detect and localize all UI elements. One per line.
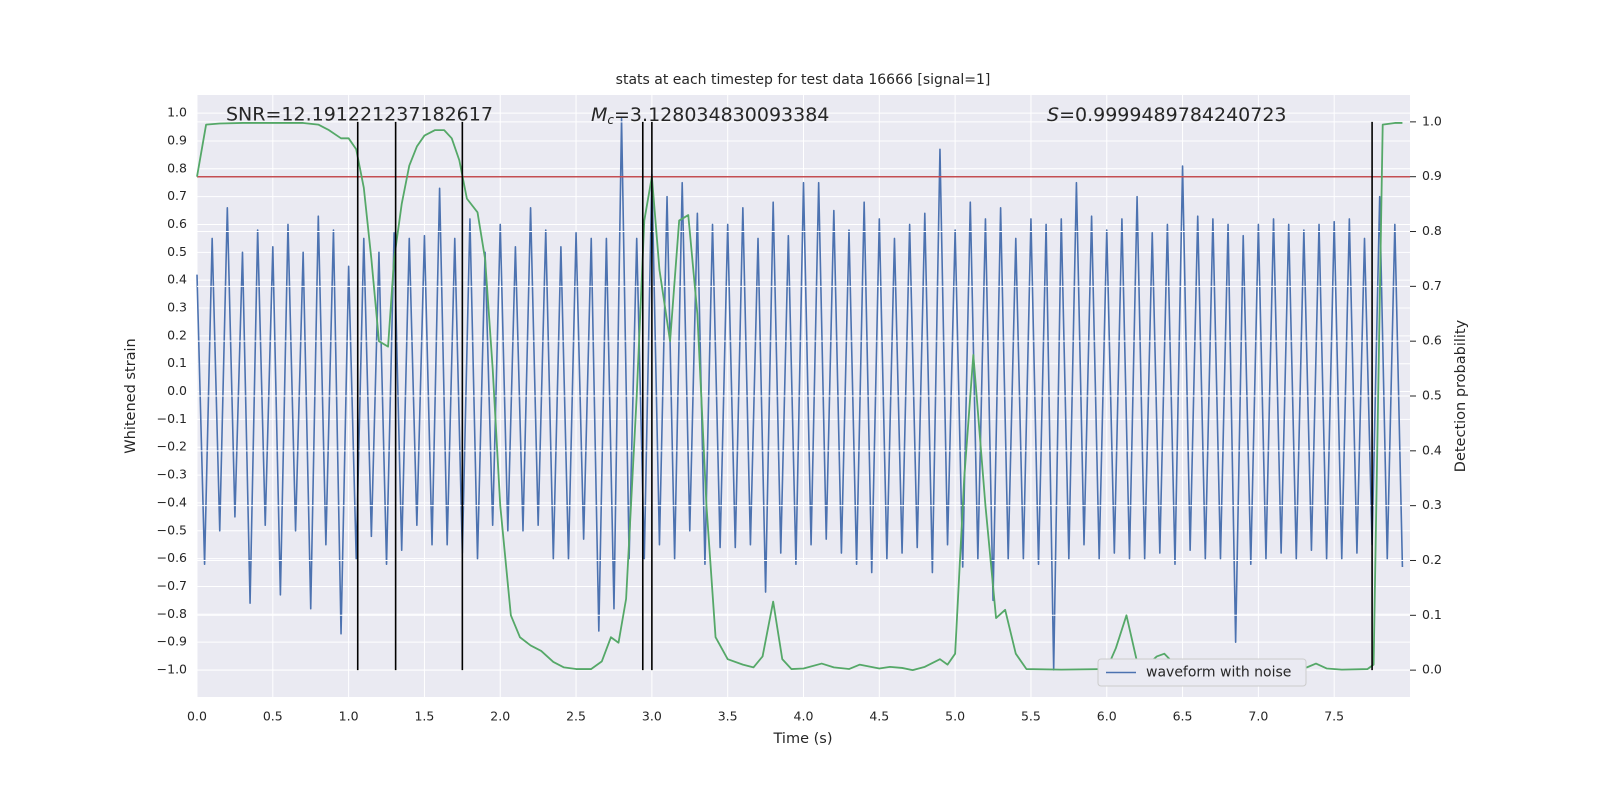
- x-tick-label: 2.5: [566, 709, 586, 724]
- x-tick-label: 0.5: [263, 709, 283, 724]
- y-tick-label: −0.1: [157, 411, 187, 426]
- x-tick-label: 4.0: [794, 709, 814, 724]
- annotations: SNR=12.191221237182617 Mc=3.128034830093…: [226, 104, 1287, 127]
- x-axis-label: Time (s): [773, 731, 833, 747]
- legend-label: waveform with noise: [1146, 665, 1291, 681]
- annotation: S=0.9999489784240723: [1047, 104, 1287, 126]
- x-tick-label: 0.0: [187, 709, 207, 724]
- annotation: Mc=3.128034830093384: [591, 104, 829, 127]
- y-tick-label: −0.3: [157, 467, 187, 482]
- x-tick-label: 3.0: [642, 709, 662, 724]
- x-tick-label: 5.5: [1021, 709, 1041, 724]
- annotation: SNR=12.191221237182617: [226, 104, 493, 126]
- plot-layer: −1.0 −0.9 −0.8 −0.7 −0.6 −0.5 −0.4 −0.3 −0.2 −0.1…: [157, 95, 1442, 724]
- y-tick-label: 0.6: [167, 216, 187, 231]
- x-tick-label: 1.5: [414, 709, 434, 724]
- x-tick-label: 2.0: [490, 709, 510, 724]
- x-tick-label: 4.5: [869, 709, 889, 724]
- y2-tick-label: 0.2: [1422, 552, 1442, 567]
- annotation-value: =0.9999489784240723: [1059, 104, 1286, 126]
- x-tick-label: 6.0: [1097, 709, 1117, 724]
- annotation-symbol: M: [591, 104, 607, 126]
- x-tick-label: 3.5: [718, 709, 738, 724]
- annotation-subscript: c: [607, 113, 614, 127]
- x-tick-label: 5.0: [945, 709, 965, 724]
- y2-tick-label: 0.9: [1422, 168, 1442, 183]
- x-tick-label: 7.0: [1248, 709, 1268, 724]
- legend-box: [1097, 658, 1307, 687]
- y2-tick-label: 0.5: [1422, 388, 1442, 403]
- x-tick-label: 6.5: [1173, 709, 1193, 724]
- y-tick-label: 0.0: [167, 383, 187, 398]
- y-tick-label: 0.9: [167, 132, 187, 147]
- y-tick-label: 0.1: [167, 355, 187, 370]
- y2-tick-label: 0.7: [1422, 278, 1442, 293]
- y-tick-label: 0.8: [167, 160, 187, 175]
- y2-axis-label: Detection probability: [1453, 319, 1469, 472]
- y-tick-label: −1.0: [157, 661, 187, 676]
- y-tick-label: 0.5: [167, 244, 187, 259]
- series-line: [196, 117, 1404, 671]
- y-tick-label: −0.7: [157, 578, 187, 593]
- y2-tick-label: 0.3: [1422, 497, 1442, 512]
- y2-tick-label: 0.0: [1422, 662, 1442, 677]
- y2-tick-label: 0.4: [1422, 442, 1442, 457]
- y2-tick-label: 1.0: [1422, 113, 1442, 128]
- x-tick-label: 7.5: [1324, 709, 1344, 724]
- y-tick-label: −0.9: [157, 634, 187, 649]
- y-tick-label: 0.3: [167, 300, 187, 315]
- y-tick-label: 0.4: [167, 272, 187, 287]
- y-tick-label: 0.7: [167, 188, 187, 203]
- y-tick-label: −0.8: [157, 606, 187, 621]
- x-tick-label: 1.0: [339, 709, 359, 724]
- y-tick-label: −0.5: [157, 522, 187, 537]
- y2-tick-label: 0.1: [1422, 607, 1442, 622]
- annotation-value: =3.128034830093384: [614, 104, 829, 126]
- annotation-symbol: S: [1047, 104, 1059, 126]
- y-tick-label: 0.2: [167, 327, 187, 342]
- y-tick-label: −0.2: [157, 439, 187, 454]
- y2-tick-label: 0.8: [1422, 223, 1442, 238]
- chart-title: stats at each timestep for test data 166…: [616, 72, 991, 88]
- y-tick-label: −0.4: [157, 494, 187, 509]
- y2-tick-label: 0.6: [1422, 333, 1442, 348]
- y-tick-label: 1.0: [167, 105, 187, 120]
- y-axis-label: Whitened strain: [123, 338, 139, 453]
- y-tick-label: −0.6: [157, 550, 187, 565]
- series-line: [196, 122, 1403, 672]
